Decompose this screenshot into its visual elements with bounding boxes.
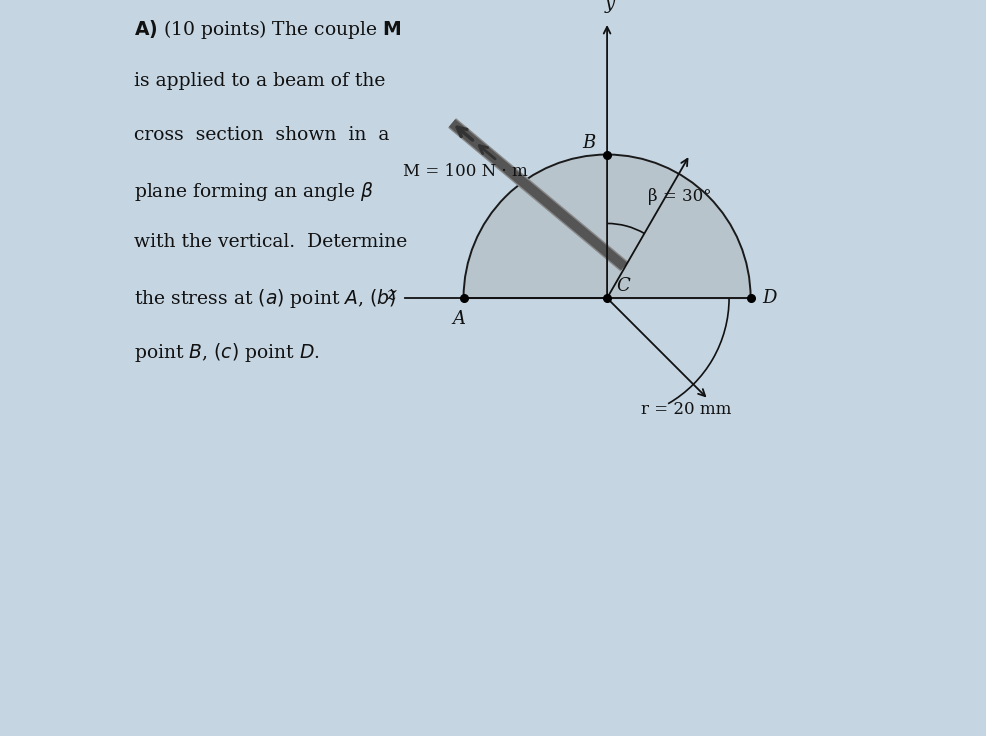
Text: plane forming an angle $\beta$: plane forming an angle $\beta$: [134, 180, 374, 202]
Text: point $B$, $(c)$ point $D$.: point $B$, $(c)$ point $D$.: [134, 341, 319, 364]
Text: M = 100 N · m: M = 100 N · m: [403, 163, 528, 180]
Text: $\mathbf{A)}$ (10 points) The couple $\mathbf{M}$: $\mathbf{A)}$ (10 points) The couple $\m…: [134, 18, 401, 41]
Text: z: z: [387, 286, 395, 304]
Text: y: y: [605, 0, 615, 13]
Text: B: B: [583, 134, 596, 152]
Text: A: A: [453, 310, 465, 328]
Text: β = 30°: β = 30°: [648, 188, 712, 205]
Text: C: C: [616, 277, 630, 295]
Text: r = 20 mm: r = 20 mm: [641, 401, 732, 418]
Text: cross  section  shown  in  a: cross section shown in a: [134, 126, 389, 144]
Wedge shape: [463, 155, 750, 298]
Text: the stress at $(a)$ point $A$, $(b)$: the stress at $(a)$ point $A$, $(b)$: [134, 287, 396, 310]
Text: D: D: [762, 289, 776, 307]
Text: with the vertical.  Determine: with the vertical. Determine: [134, 233, 407, 251]
Text: is applied to a beam of the: is applied to a beam of the: [134, 72, 386, 90]
